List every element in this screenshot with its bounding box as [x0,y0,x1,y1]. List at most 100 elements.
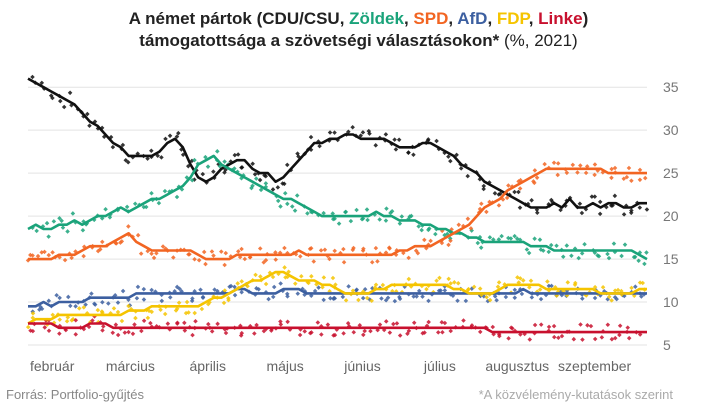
poll-dot-linke [617,332,622,338]
poll-dot-cducsu [360,130,366,135]
poll-dot-spd [318,248,324,253]
poll-dot-zldek [215,149,220,154]
poll-dot-afd [414,294,419,299]
x-tick-label: március [106,358,155,374]
poll-dot-linke [435,330,441,335]
poll-dot-linke [506,336,511,341]
poll-dot-zldek [397,221,403,226]
poll-dot-cducsu [481,183,487,189]
poll-dot-zldek [364,207,370,212]
poll-dot-spd [570,162,576,168]
poll-dot-zldek [70,211,76,216]
poll-dot-spd [506,183,511,188]
poll-dot-zldek [162,188,168,194]
poll-dot-afd [332,296,338,301]
poll-dot-zldek [636,258,641,263]
poll-dot-spd [375,259,380,264]
poll-dot-fdp [184,299,190,305]
poll-dot-linke [254,322,259,328]
poll-dot-linke [215,321,220,327]
poll-dot-spd [223,250,229,256]
poll-dot-afd [295,291,301,296]
poll-dot-spd [551,160,557,165]
poll-dot-fdp [600,284,606,290]
poll-dot-linke [559,333,565,339]
poll-dot-cducsu [396,137,402,143]
poll-dot-zldek [619,253,624,259]
poll-dot-cducsu [110,144,116,150]
poll-dot-linke [190,332,195,338]
poll-dot-fdp [57,317,62,322]
poll-dot-afd [538,296,544,302]
poll-dot-afd [612,294,618,300]
poll-dot-spd [341,246,346,252]
poll-dot-zldek [46,234,51,239]
poll-dot-fdp [115,309,121,315]
poll-dot-spd [126,224,131,229]
poll-dot-afd [580,296,585,301]
poll-dot-afd [436,288,442,293]
poll-dot-spd [332,248,337,254]
poll-dot-afd [270,294,276,300]
poll-dot-cducsu [263,174,269,179]
poll-dot-spd [351,245,356,251]
poll-dot-fdp [424,286,429,292]
poll-dot-zldek [222,159,227,164]
poll-dot-fdp [145,315,151,321]
poll-dot-spd [327,256,332,262]
poll-dot-cducsu [411,152,416,158]
poll-dot-spd [257,246,263,251]
poll-dot-fdp [637,280,643,285]
poll-dot-linke [73,332,78,337]
poll-dot-fdp [364,295,370,301]
poll-dot-afd [256,287,261,292]
poll-dot-zldek [330,211,335,216]
poll-dot-fdp [321,275,327,280]
poll-dot-cducsu [120,142,126,148]
poll-dot-linke [551,334,557,340]
poll-dot-linke [556,335,561,341]
poll-dot-linke [341,331,346,336]
poll-dot-fdp [527,285,532,290]
poll-dot-fdp [606,294,612,300]
poll-dot-fdp [222,288,228,293]
poll-dot-fdp [380,282,386,288]
poll-dot-cducsu [39,80,45,86]
title-line2-main: támogatottsága a szövetségi választásoko… [139,31,500,50]
poll-dot-linke [115,332,121,338]
poll-dot-spd [542,161,547,167]
poll-dot-cducsu [200,171,206,177]
poll-dot-fdp [176,300,182,306]
poll-dot-spd [236,249,241,254]
poll-dot-linke [440,329,445,335]
poll-dot-spd [138,251,144,256]
poll-dot-linke [411,320,417,326]
poll-dot-cducsu [30,74,35,80]
poll-dot-zldek [508,236,514,241]
poll-dot-zldek [399,214,405,219]
poll-dot-afd [198,287,203,293]
poll-dot-cducsu [317,143,322,149]
poll-dot-cducsu [392,137,397,142]
poll-dot-fdp [320,285,325,290]
poll-dot-cducsu [350,124,355,130]
poll-dot-afd [134,295,140,301]
poll-dot-linke [139,328,144,334]
poll-dot-fdp [487,297,493,303]
poll-dot-spd [479,201,484,207]
poll-dot-linke [592,336,598,342]
y-tick-label: 25 [663,165,679,181]
poll-dot-spd [201,249,207,255]
poll-dot-spd [456,222,462,228]
poll-dot-spd [239,246,244,252]
poll-dot-fdp [293,281,298,286]
poll-dot-fdp [446,276,451,282]
poll-dot-linke [209,329,215,334]
poll-dot-zldek [294,193,300,198]
poll-dot-cducsu [592,194,598,199]
poll-dot-cducsu [257,177,263,183]
poll-dot-zldek [290,204,295,209]
poll-dot-spd [629,178,634,183]
poll-dot-spd [50,250,55,255]
poll-dot-cducsu [285,162,290,168]
